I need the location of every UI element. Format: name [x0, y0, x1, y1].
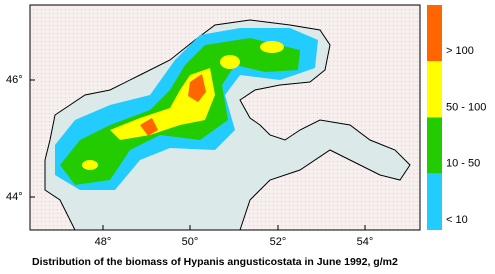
x-tick-label: 48°	[95, 236, 112, 248]
legend-label: > 100	[446, 45, 474, 57]
biomass-high	[110, 68, 215, 140]
legend-label: < 10	[446, 214, 468, 226]
x-tick-label: 50°	[182, 236, 199, 248]
legend-swatch	[427, 5, 442, 62]
legend-swatch	[427, 117, 442, 174]
x-tick-label: 52°	[270, 236, 287, 248]
legend-swatch	[427, 173, 442, 230]
y-tick-label: 46°	[6, 74, 23, 86]
map	[29, 4, 421, 231]
biomass-high	[260, 41, 284, 53]
caption: Distribution of the biomass of Hypanis a…	[32, 256, 398, 268]
biomass-high	[220, 55, 240, 69]
legend-swatch	[427, 61, 442, 118]
biomass-max	[140, 74, 206, 136]
y-tick-label: 44°	[6, 191, 23, 203]
legend-label: 50 - 100	[446, 101, 486, 113]
legend-label: 10 - 50	[446, 158, 480, 170]
biomass-high	[82, 160, 98, 170]
x-tick-label: 54°	[357, 236, 374, 248]
